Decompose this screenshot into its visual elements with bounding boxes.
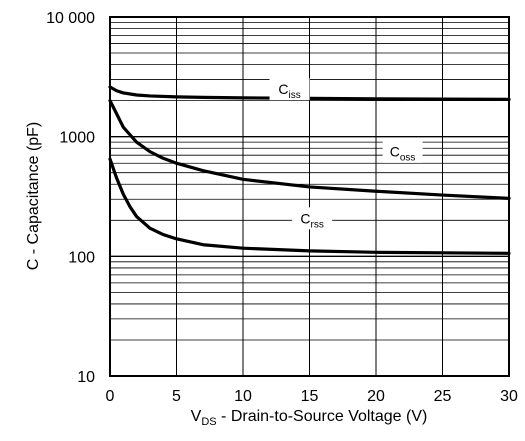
series-label-crss: Crss (300, 210, 323, 230)
y-tick-label: 10 (77, 369, 95, 386)
x-tick-label: 5 (172, 388, 181, 405)
x-tick-label: 25 (434, 388, 452, 405)
series-line-coss (108, 99, 511, 200)
x-axis-label-main: V (191, 408, 202, 425)
series-label-main: C (278, 81, 288, 97)
x-tick-label: 30 (500, 388, 518, 405)
plot-frame (109, 16, 510, 377)
series-label-sub: rss (311, 219, 324, 230)
x-tick-labels: 0 5 10 15 20 25 30 (106, 388, 518, 405)
x-tick-label: 0 (106, 388, 115, 405)
y-tick-labels: 10 100 1000 10 000 (46, 10, 95, 386)
x-axis-label-sub: DS (201, 416, 216, 428)
y-tick-label: 10 000 (46, 10, 95, 27)
series-line-crss (108, 157, 511, 255)
series-lines (108, 85, 511, 255)
series-line-ciss (108, 85, 511, 101)
y-tick-label: 100 (68, 249, 95, 266)
y-axis-label: C - Capacitance (pF) (25, 122, 42, 271)
series-label-sub: iss (288, 90, 300, 101)
series-label-main: C (300, 210, 310, 226)
x-axis-label-rest: - Drain-to-Source Voltage (V) (217, 408, 428, 425)
series-label-bg (269, 78, 310, 101)
x-tick-label: 20 (367, 388, 385, 405)
series-label-coss: Coss (390, 144, 416, 164)
series-label-bg (292, 207, 333, 230)
y-tick-label: 1000 (59, 130, 95, 147)
x-tick-label: 10 (234, 388, 252, 405)
series-label-sub: oss (400, 153, 416, 164)
series-label-main: C (390, 144, 400, 160)
x-axis-label: VDS - Drain-to-Source Voltage (V) (191, 408, 428, 428)
x-tick-label: 15 (301, 388, 319, 405)
series-label-ciss: Ciss (278, 81, 300, 101)
series-label-bg (382, 140, 423, 163)
